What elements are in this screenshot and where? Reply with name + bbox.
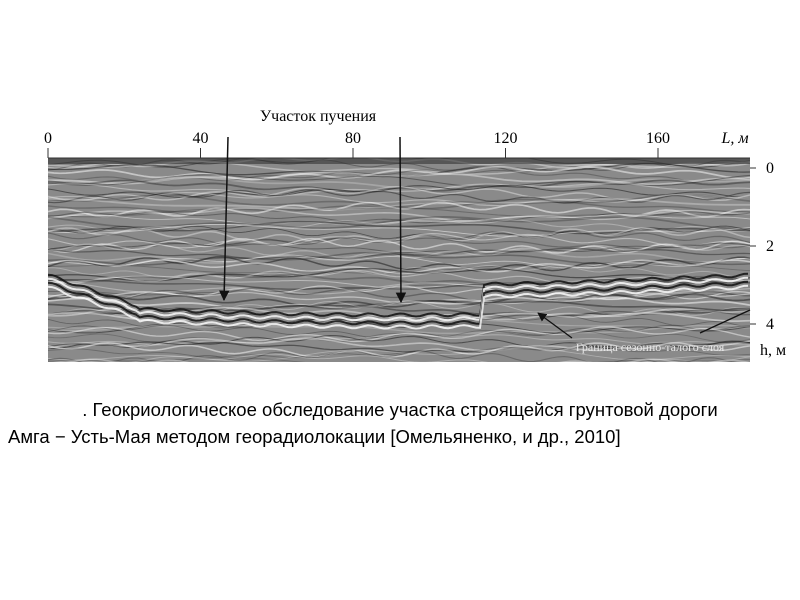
texture-line <box>48 346 750 359</box>
top-band <box>48 158 750 164</box>
texture-line <box>48 218 750 232</box>
x-tick-label: 80 <box>345 130 361 147</box>
texture-line <box>48 198 750 211</box>
texture-line <box>48 171 750 186</box>
y-axis-label: h, м <box>760 342 786 359</box>
texture-line <box>48 193 750 210</box>
texture-line <box>48 192 750 207</box>
x-axis-label: L, м <box>720 130 748 147</box>
texture-line <box>48 357 750 362</box>
y-tick-label: 0 <box>766 160 774 177</box>
x-tick-label: 120 <box>494 130 518 147</box>
texture-line <box>48 223 750 237</box>
texture-line <box>48 233 750 249</box>
boundary-label: Граница сезонно-талого слоя <box>576 340 725 354</box>
texture-line <box>48 207 750 218</box>
texture-line <box>48 189 750 204</box>
texture-line <box>48 214 750 226</box>
texture-line <box>48 333 750 346</box>
texture-line <box>65 358 750 362</box>
texture-line <box>48 201 750 218</box>
texture-line <box>48 236 750 250</box>
caption-line: . Геокриологическое обследование участка… <box>82 399 718 420</box>
caption-line: Амга − Усть-Мая методом георадиолокации … <box>8 426 621 447</box>
arrow <box>218 136 230 302</box>
texture-line <box>48 254 750 269</box>
texture-line <box>48 251 750 266</box>
texture-line <box>48 265 750 279</box>
texture-line <box>48 326 750 343</box>
texture-line <box>48 174 750 188</box>
arrow <box>395 136 407 304</box>
x-tick-label: 160 <box>646 130 670 147</box>
texture-line <box>48 312 750 326</box>
texture-line <box>48 342 750 358</box>
texture-line <box>48 267 750 282</box>
x-tick-label: 40 <box>193 130 209 147</box>
texture-line <box>48 248 750 264</box>
reflection-band <box>48 272 749 318</box>
texture-line <box>48 247 750 260</box>
arrow <box>699 309 751 334</box>
texture-line <box>48 278 750 290</box>
texture-line <box>48 292 750 308</box>
texture-line <box>48 230 750 245</box>
texture-line <box>48 182 750 196</box>
arrow <box>537 312 573 339</box>
texture-line <box>48 350 750 362</box>
texture-line <box>48 166 750 181</box>
texture-line <box>48 334 750 350</box>
texture-line <box>48 216 750 230</box>
texture-line <box>48 185 750 202</box>
texture-line <box>48 259 750 275</box>
x-tick-label: 0 <box>44 130 52 147</box>
y-tick-label: 2 <box>766 238 774 255</box>
texture-line <box>48 348 750 362</box>
texture-line <box>48 237 750 254</box>
texture-line <box>48 227 750 244</box>
texture-line <box>48 201 750 213</box>
texture-line <box>48 207 750 222</box>
texture-line <box>48 275 750 289</box>
texture-line <box>48 184 750 199</box>
annotation: Участок пучения <box>260 108 377 125</box>
texture-line <box>53 353 750 362</box>
texture-line <box>48 264 750 274</box>
reflection-band <box>48 284 749 330</box>
reflection-band <box>48 280 749 326</box>
texture-line <box>48 243 750 259</box>
texture-line <box>48 225 750 240</box>
texture-line <box>48 304 750 317</box>
texture-line <box>48 169 750 182</box>
reflection-band <box>48 276 749 322</box>
texture-line <box>48 341 750 353</box>
texture-line <box>48 269 750 285</box>
texture-line <box>48 242 750 255</box>
y-tick-label: 4 <box>766 316 774 333</box>
